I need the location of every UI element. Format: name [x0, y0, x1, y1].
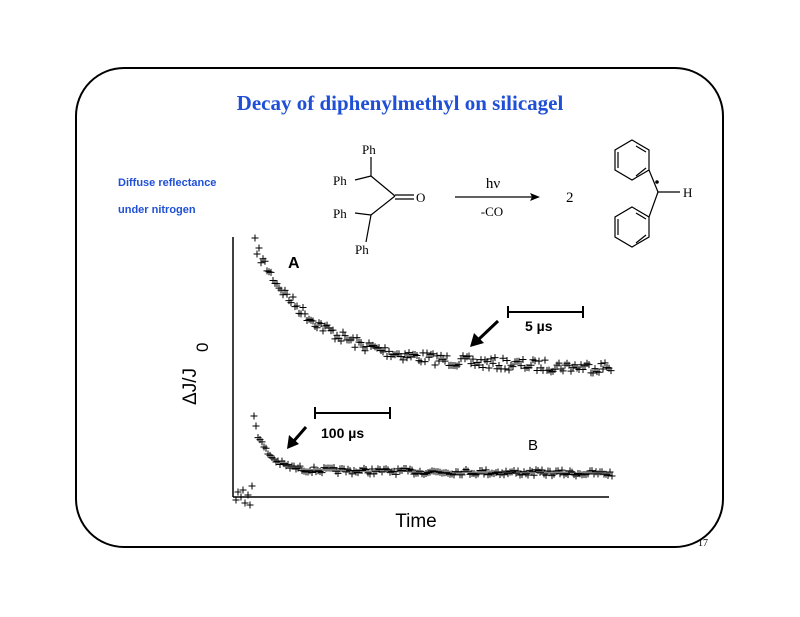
- scale-label: 5 µs: [525, 318, 553, 334]
- radical-structure: [614, 139, 680, 248]
- ketone-structure: [354, 157, 414, 243]
- scale-bar: [314, 306, 584, 419]
- phenyl: Ph: [333, 173, 347, 188]
- x-axis-label: Time: [395, 511, 437, 532]
- condition: hν: [486, 176, 501, 192]
- phenyl: Ph: [362, 142, 376, 157]
- y-axis-label: ΔJ/J: [180, 368, 201, 405]
- scale-label: 100 µs: [321, 425, 364, 441]
- phenyl: Ph: [333, 206, 347, 221]
- trace-a: [251, 234, 615, 377]
- pointer-arrow: [287, 319, 500, 449]
- coefficient: 2: [566, 190, 574, 206]
- curve-label: B: [528, 437, 538, 454]
- oxygen: O: [416, 190, 425, 205]
- curve-label: A: [288, 255, 300, 272]
- radical-dot: [655, 180, 659, 184]
- side-note: under nitrogen: [118, 204, 196, 216]
- page-number: 17: [698, 538, 708, 549]
- phenyl: Ph: [355, 242, 369, 257]
- slide-frame: [75, 67, 724, 548]
- y-axis-subscript: 0: [193, 343, 212, 352]
- hydrogen: H: [683, 185, 692, 200]
- side-note: Diffuse reflectance: [118, 177, 216, 189]
- trace-b: [232, 412, 616, 509]
- condition: -CO: [481, 204, 503, 219]
- slide-title: Decay of diphenylmethyl on silicagel: [237, 91, 564, 115]
- reaction-arrowhead: [530, 193, 540, 201]
